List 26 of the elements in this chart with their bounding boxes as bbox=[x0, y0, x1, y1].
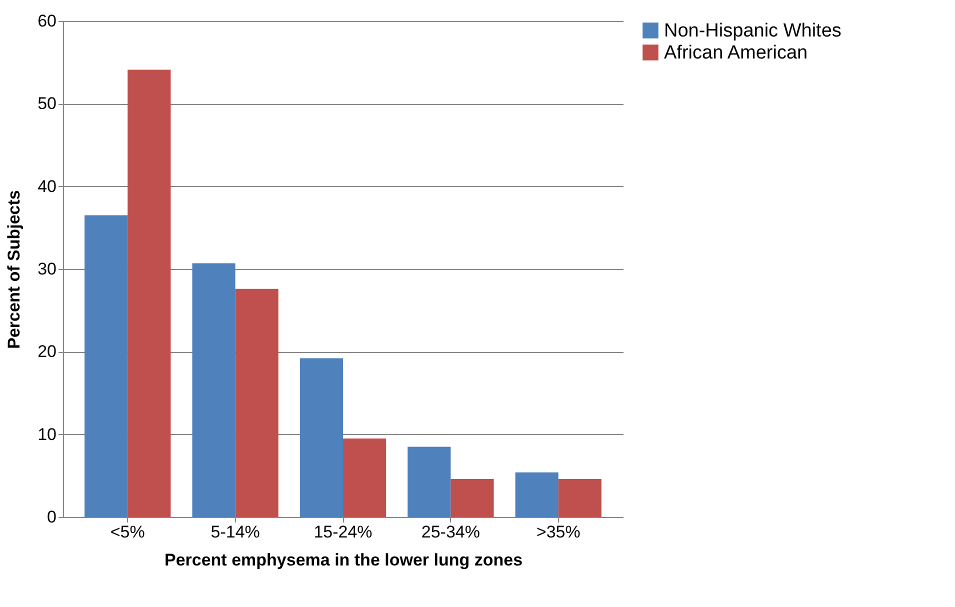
legend-label: Non-Hispanic Whites bbox=[664, 20, 842, 42]
bar bbox=[515, 472, 558, 517]
x-axis-title: Percent emphysema in the lower lung zones bbox=[164, 550, 523, 570]
bar bbox=[128, 70, 171, 517]
y-axis-title: Percent of Subjects bbox=[4, 190, 24, 349]
x-tick-label: 5-14% bbox=[210, 522, 260, 542]
x-tick-label: 15-24% bbox=[314, 522, 372, 542]
bar bbox=[300, 358, 343, 517]
bar bbox=[408, 446, 451, 517]
x-tick-label: <5% bbox=[110, 522, 145, 542]
y-tick-label: 20 bbox=[38, 342, 56, 362]
legend-label: African American bbox=[664, 42, 808, 64]
bar bbox=[558, 478, 602, 517]
y-tick-label: 40 bbox=[38, 176, 56, 196]
x-tick-label: >35% bbox=[536, 522, 580, 542]
x-tick-label: 25-34% bbox=[421, 522, 480, 542]
y-tick-label: 0 bbox=[47, 508, 56, 526]
y-tick-label: 50 bbox=[38, 94, 56, 114]
bar bbox=[192, 263, 236, 517]
y-tick-label: 30 bbox=[38, 260, 56, 278]
bar bbox=[235, 288, 278, 517]
bar bbox=[84, 215, 128, 517]
y-tick-label: 10 bbox=[38, 424, 56, 444]
y-tick-label: 60 bbox=[38, 12, 56, 30]
bar bbox=[450, 478, 494, 517]
bar bbox=[343, 438, 386, 517]
